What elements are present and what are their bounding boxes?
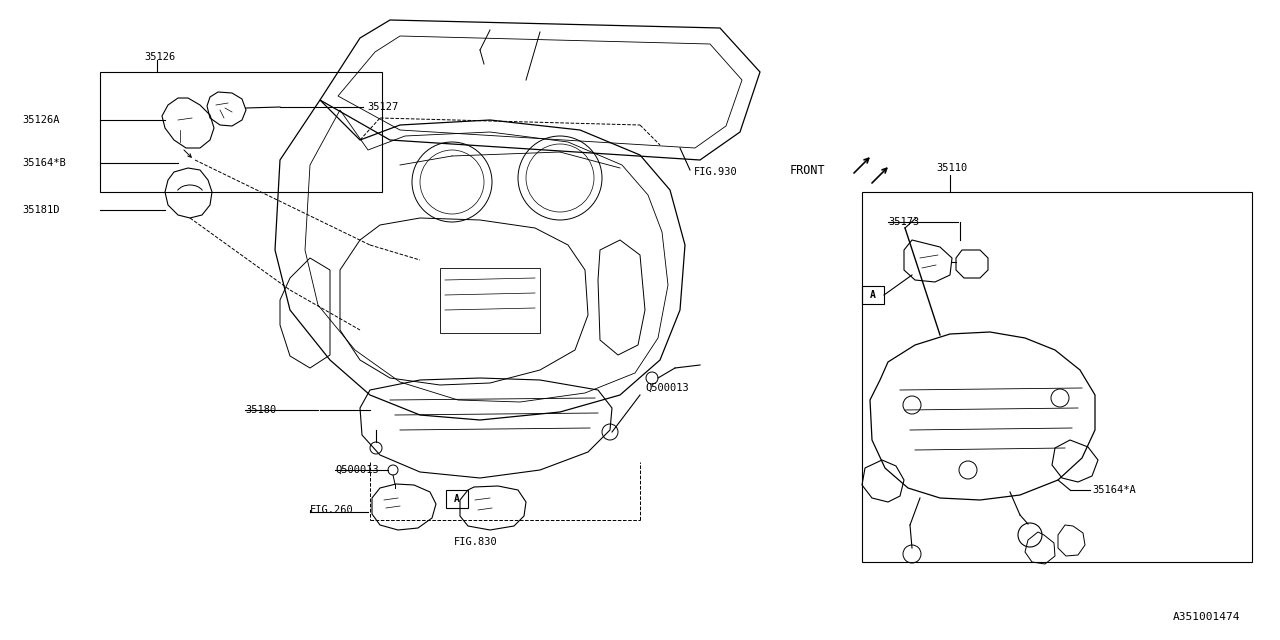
Text: 35164*B: 35164*B	[22, 158, 65, 168]
Text: Q500013: Q500013	[335, 465, 379, 475]
Text: Q500013: Q500013	[645, 383, 689, 393]
Text: A351001474: A351001474	[1172, 612, 1240, 622]
Text: 35180: 35180	[244, 405, 276, 415]
Text: A: A	[454, 494, 460, 504]
Text: 35127: 35127	[367, 102, 398, 112]
Text: FIG.830: FIG.830	[454, 537, 498, 547]
Bar	[445, 490, 468, 508]
Text: 35110: 35110	[937, 163, 968, 173]
Text: 35126: 35126	[145, 52, 175, 62]
Bar	[861, 286, 884, 304]
Bar	[440, 268, 540, 333]
Text: A: A	[870, 290, 876, 300]
Text: FIG.930: FIG.930	[694, 167, 737, 177]
Text: FIG.260: FIG.260	[310, 505, 353, 515]
Text: FRONT: FRONT	[790, 163, 826, 177]
Text: 35181D: 35181D	[22, 205, 59, 215]
Text: 35126A: 35126A	[22, 115, 59, 125]
Text: 35164*A: 35164*A	[1092, 485, 1135, 495]
Bar	[100, 72, 381, 192]
Text: 35173: 35173	[888, 217, 919, 227]
Bar	[861, 192, 1252, 562]
